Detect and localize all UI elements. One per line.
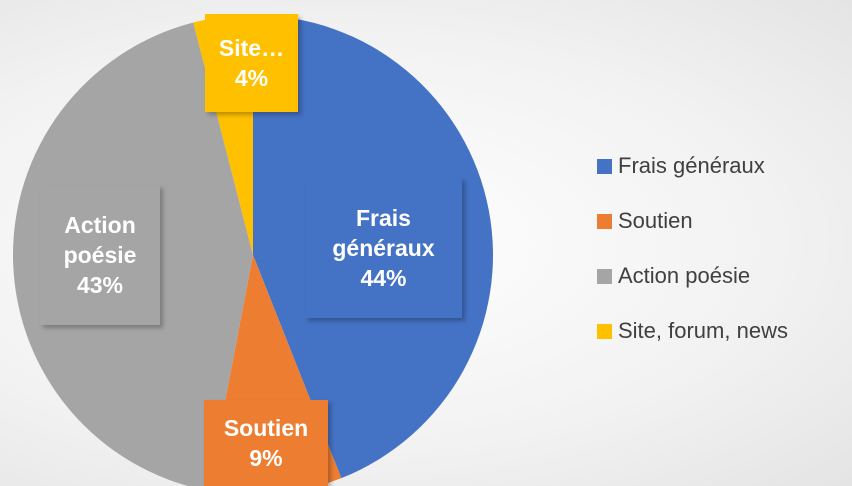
slice-value: 4% xyxy=(234,65,269,91)
legend-label: Soutien xyxy=(618,208,693,233)
data-label: Action poésie 43% xyxy=(40,185,160,325)
slice-value: 44% xyxy=(360,265,407,291)
legend-swatch xyxy=(597,213,612,229)
legend-swatch xyxy=(597,158,612,174)
legend-swatch xyxy=(597,268,612,284)
legend-label: Frais généraux xyxy=(618,153,765,178)
slice-name: Site… xyxy=(218,35,285,61)
legend-item: Soutien xyxy=(597,208,693,234)
slice-name: Action poésie xyxy=(63,212,137,268)
legend-item: Frais généraux xyxy=(597,153,765,179)
legend-item: Action poésie xyxy=(597,263,750,289)
slice-value: 43% xyxy=(76,272,124,298)
legend-swatch xyxy=(597,323,612,339)
data-label: Site… 4% xyxy=(205,14,298,112)
legend-label: Site, forum, news xyxy=(618,318,788,343)
legend-label: Action poésie xyxy=(618,263,751,288)
legend-item: Site, forum, news xyxy=(597,318,788,344)
data-label: Soutien 9% xyxy=(204,400,328,486)
slice-value: 9% xyxy=(249,445,283,471)
slice-name: Soutien xyxy=(223,415,309,441)
data-label: Frais généraux 44% xyxy=(305,178,462,318)
slice-name: Frais généraux xyxy=(332,205,435,261)
